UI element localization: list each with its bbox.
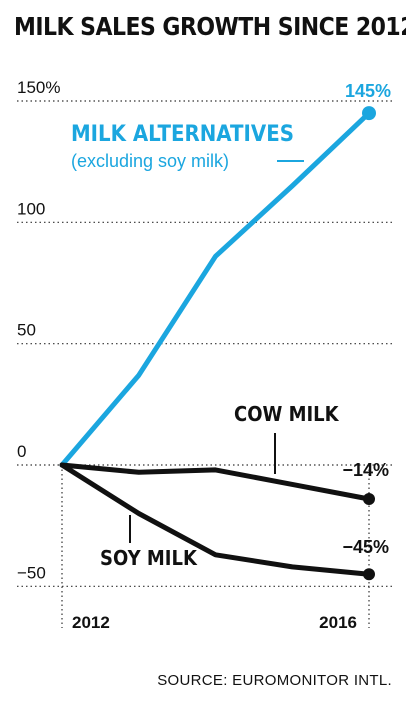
series-subtitle-milk-alternatives: (excluding soy milk) <box>71 151 229 171</box>
series-line-2 <box>59 462 372 577</box>
series-line-0 <box>59 110 372 468</box>
series-end-point <box>363 492 375 505</box>
source-note: SOURCE: EUROMONITOR INTL. <box>157 672 392 689</box>
series-labels: MILK ALTERNATIVES (excluding soy milk) COW… <box>71 81 391 570</box>
x-tick-label: 2012 <box>72 613 110 632</box>
gridlines <box>17 100 392 587</box>
series-name-soy-milk: SOY MILK <box>100 547 198 570</box>
series-end-point <box>362 106 376 121</box>
series-end-point <box>363 568 375 581</box>
y-tick-label: 100 <box>17 199 45 218</box>
end-value-label: −45% <box>342 537 389 557</box>
y-tick-label: 0 <box>17 442 26 461</box>
y-tick-label: 50 <box>17 321 36 340</box>
x-axis: 2012 2016 <box>61 465 370 632</box>
series-lines <box>59 106 376 581</box>
chart-title: MILK SALES GROWTH SINCE 2012 <box>14 12 406 41</box>
end-value-label: 145% <box>345 81 391 101</box>
x-tick-label: 2016 <box>319 613 357 632</box>
y-tick-labels: 150% 100 50 0 −50 <box>17 78 60 582</box>
end-value-label: −14% <box>342 460 389 480</box>
series-name-milk-alternatives: MILK ALTERNATIVES <box>71 121 294 146</box>
y-tick-label: −50 <box>17 563 46 582</box>
series-line-1 <box>59 462 372 502</box>
series-name-cow-milk: COW MILK <box>234 403 340 426</box>
y-tick-label: 150% <box>17 78 60 97</box>
